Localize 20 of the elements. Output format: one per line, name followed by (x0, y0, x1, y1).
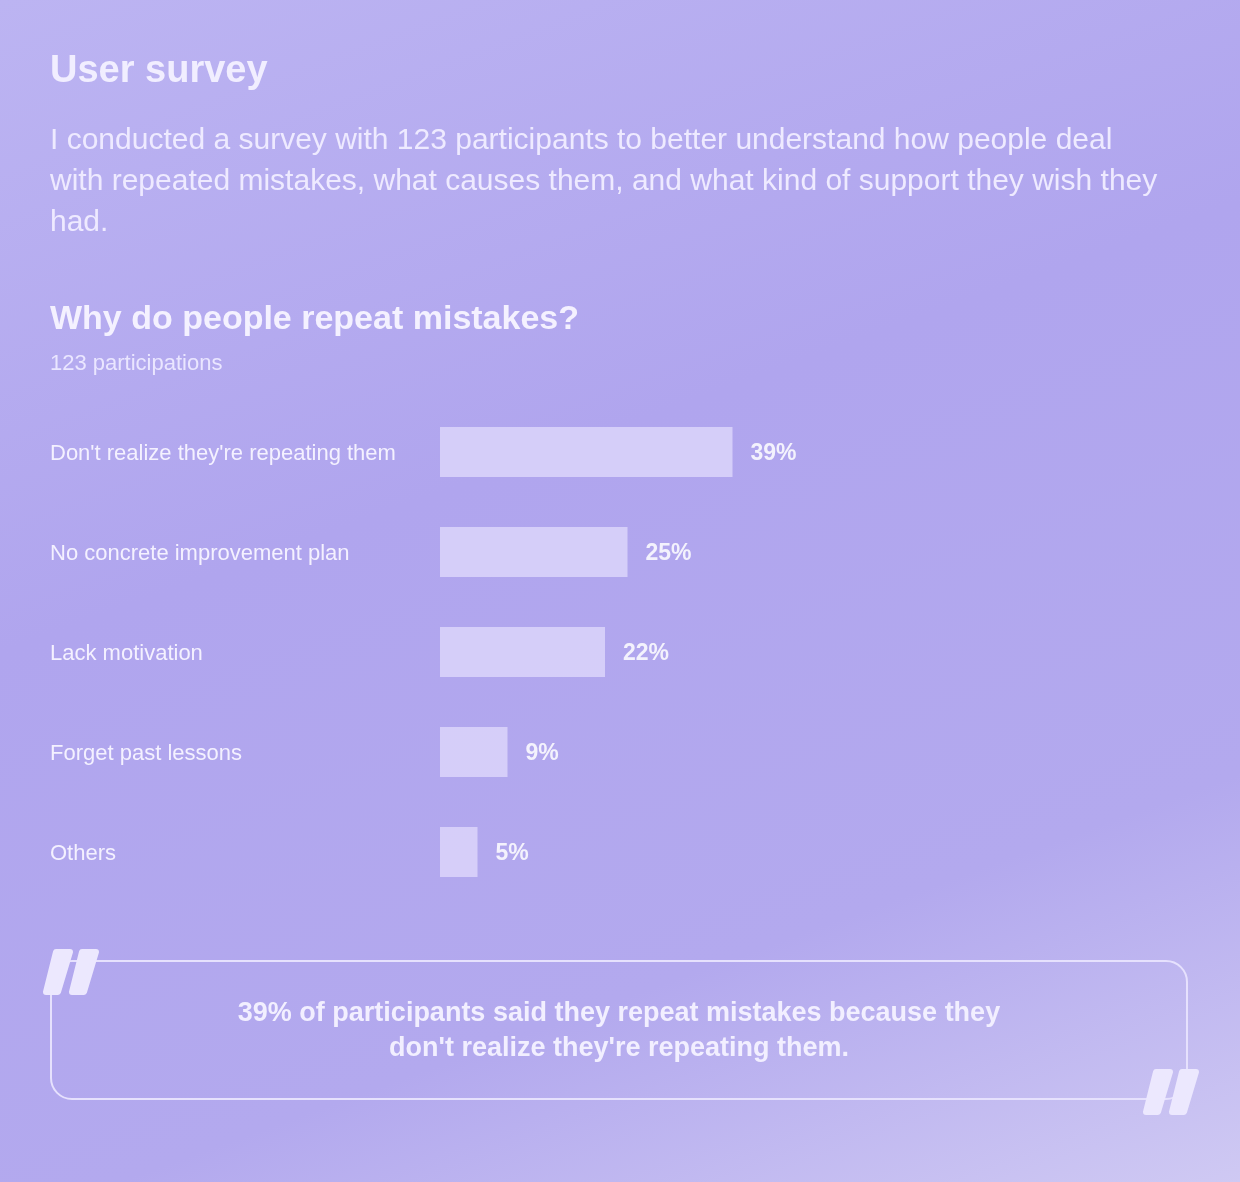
data-label: 22% (623, 639, 670, 665)
bar (440, 727, 508, 777)
y-tick-label: No concrete improvement plan (50, 539, 350, 565)
bar (440, 427, 733, 477)
bar (440, 527, 628, 577)
text: 123 participations (50, 350, 223, 376)
data-label: 39% (750, 439, 797, 465)
chart-title: Why do people repeat mistakes? (50, 298, 580, 337)
y-tick-label: Lack motivation (50, 639, 203, 665)
bar (440, 627, 605, 677)
text: I conducted a survey with 123 participants to better understand how people deal with repeated mistakes, what causes them, and what kind of support they wish they had. (50, 121, 1159, 239)
data-label: 9% (525, 739, 559, 765)
y-tick-label: Others (50, 839, 117, 865)
data-label: 25% (645, 539, 692, 565)
text: User survey (50, 48, 268, 91)
bar (440, 827, 478, 877)
text: 39% of participants said they repeat mistakes because they don't realize they're repeating them. (50, 960, 1188, 1100)
y-tick-label: Don't realize they're repeating them (50, 439, 396, 465)
data-label: 5% (495, 839, 529, 865)
y-tick-label: Forget past lessons (50, 739, 242, 765)
